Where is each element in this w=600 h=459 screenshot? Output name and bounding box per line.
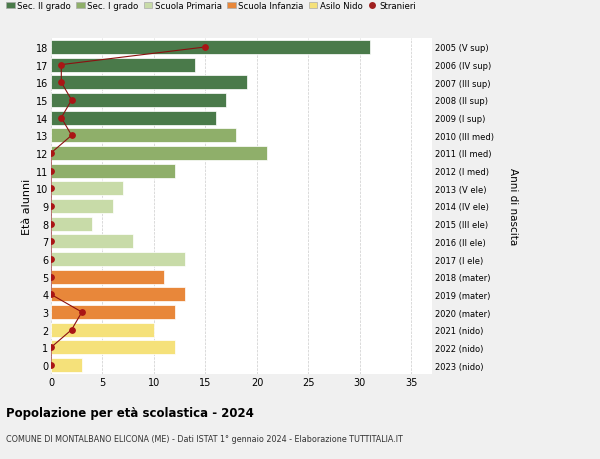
- Text: Popolazione per età scolastica - 2024: Popolazione per età scolastica - 2024: [6, 406, 254, 419]
- Point: [56, 115, 66, 122]
- Point: [200, 44, 210, 51]
- Point: [56, 79, 66, 87]
- Bar: [51, 200, 113, 213]
- Bar: [51, 41, 370, 55]
- Bar: [51, 164, 175, 178]
- Point: [77, 309, 86, 316]
- Bar: [51, 182, 123, 196]
- Point: [46, 220, 56, 228]
- Bar: [51, 341, 175, 354]
- Point: [46, 168, 56, 175]
- Y-axis label: Età alunni: Età alunni: [22, 179, 32, 235]
- Point: [67, 326, 76, 334]
- Bar: [51, 323, 154, 337]
- Y-axis label: Anni di nascita: Anni di nascita: [508, 168, 518, 245]
- Text: COMUNE DI MONTALBANO ELICONA (ME) - Dati ISTAT 1° gennaio 2024 - Elaborazione TU: COMUNE DI MONTALBANO ELICONA (ME) - Dati…: [6, 434, 403, 443]
- Bar: [51, 252, 185, 266]
- Bar: [51, 288, 185, 302]
- Point: [56, 62, 66, 69]
- Bar: [51, 358, 82, 372]
- Point: [46, 150, 56, 157]
- Point: [46, 344, 56, 351]
- Bar: [51, 306, 175, 319]
- Bar: [51, 147, 267, 161]
- Bar: [51, 270, 164, 284]
- Bar: [51, 59, 195, 73]
- Legend: Sec. II grado, Sec. I grado, Scuola Primaria, Scuola Infanzia, Asilo Nido, Stran: Sec. II grado, Sec. I grado, Scuola Prim…: [6, 2, 416, 11]
- Point: [46, 256, 56, 263]
- Point: [67, 97, 76, 104]
- Bar: [51, 112, 216, 125]
- Bar: [51, 235, 133, 249]
- Point: [46, 291, 56, 298]
- Point: [46, 203, 56, 210]
- Point: [46, 185, 56, 193]
- Bar: [51, 129, 236, 143]
- Bar: [51, 94, 226, 107]
- Bar: [51, 217, 92, 231]
- Point: [46, 362, 56, 369]
- Point: [67, 132, 76, 140]
- Point: [46, 238, 56, 246]
- Point: [46, 274, 56, 281]
- Bar: [51, 76, 247, 90]
